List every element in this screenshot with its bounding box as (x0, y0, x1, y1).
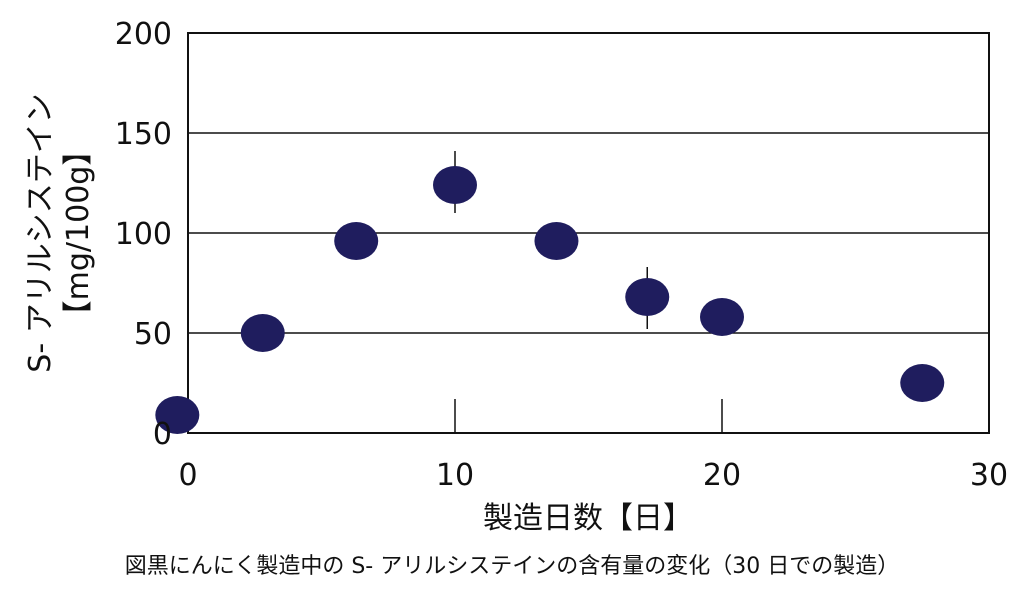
plot-frame (187, 32, 990, 434)
chart: 0 50 100 150 200 0 10 20 30 製造日数【日】 S- アリルシステイン… (23, 17, 1008, 536)
grid-lines (188, 132, 989, 334)
data-point (625, 278, 670, 316)
x-tick-labels: 0 10 20 30 (178, 458, 1008, 493)
figure-caption: 図黒にんにく製造中の S- アリルシステインの含有量の変化（30 日での製造） (124, 554, 900, 579)
x-tick-label: 20 (703, 458, 741, 493)
y-axis-title-line2: 【mg/100g】 (61, 136, 96, 331)
data-point (900, 364, 945, 402)
data-point (240, 314, 285, 352)
y-tick-labels: 0 50 100 150 200 (115, 17, 172, 452)
y-tick-label: 0 (153, 417, 172, 452)
y-tick-label: 50 (134, 317, 172, 352)
data-point (534, 222, 579, 260)
y-tick-label: 150 (115, 117, 172, 152)
y-tick-label: 200 (115, 17, 172, 52)
y-tick-label: 100 (115, 217, 172, 252)
x-tick-label: 0 (178, 458, 197, 493)
reference-lines (454, 399, 723, 433)
data-points (155, 166, 945, 434)
y-axis-title: S- アリルシステイン 【mg/100g】 (23, 93, 96, 372)
x-tick-label: 10 (436, 458, 474, 493)
x-tick-label: 30 (970, 458, 1008, 493)
data-point (700, 298, 744, 336)
x-axis-title: 製造日数【日】 (483, 501, 693, 536)
data-point (433, 166, 477, 204)
data-point (334, 222, 379, 260)
data-point (155, 396, 200, 434)
y-axis-title-line1: S- アリルシステイン (23, 93, 58, 372)
